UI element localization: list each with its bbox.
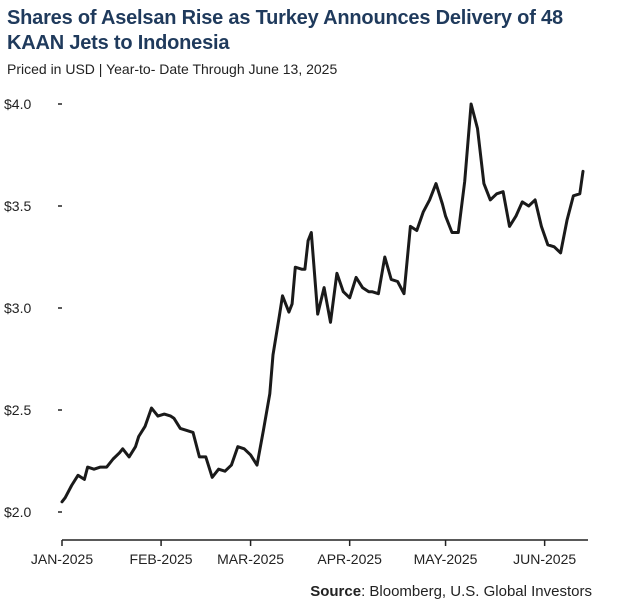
y-tick-label: $3.5 [4,198,31,214]
x-axis: JAN-2025 FEB-2025 MAR-2025 APR-2025 MAY-2025… [31,539,588,567]
chart-subtitle: Priced in USD | Year-to- Date Through Ju… [7,61,338,77]
y-tick-label: $3.0 [4,300,31,316]
x-tick-label: JUN-2025 [513,551,576,567]
source-label: Source [310,583,362,600]
x-tick-label: MAY-2025 [414,551,478,567]
y-tick-label: $2.5 [4,402,31,418]
source-note: Source: Bloomberg, U.S. Global Investors [310,583,592,600]
chart-title: Shares of Aselsan Rise as Turkey Announc… [7,7,563,54]
y-axis: $2.0 $2.5 $3.0 $3.5 $4.0 [4,96,62,520]
x-tick-label: JAN-2025 [31,551,93,567]
price-line [60,102,585,504]
series-group [60,102,585,504]
y-tick-label: $4.0 [4,96,31,112]
x-tick-label: MAR-2025 [217,551,284,567]
x-tick-label: APR-2025 [317,551,382,567]
y-tick-label: $2.0 [4,504,31,520]
x-tick-label: FEB-2025 [130,551,193,567]
source-text: : Bloomberg, U.S. Global Investors [361,583,592,600]
